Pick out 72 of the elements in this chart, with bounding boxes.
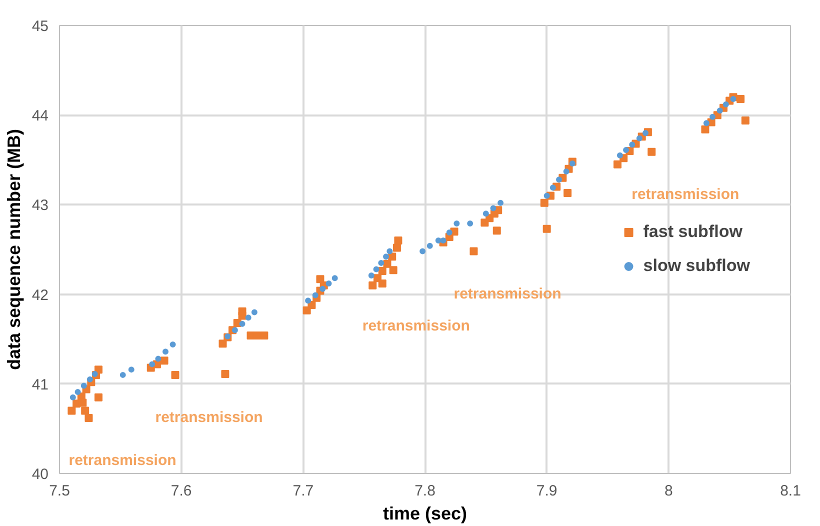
y-tick-label: 40 <box>32 466 49 483</box>
point <box>245 314 252 321</box>
annotation: retransmission <box>454 285 562 302</box>
legend-label: fast subflow <box>643 222 742 242</box>
point <box>467 220 474 227</box>
point <box>636 135 642 142</box>
x-tick-label: 8 <box>664 482 673 500</box>
y-tick-label: 41 <box>32 376 49 394</box>
y-tick-label: 45 <box>32 18 49 35</box>
y-axis-title: data sequence number (MB) <box>4 128 24 370</box>
legend-label: slow subflow <box>643 256 750 276</box>
annotation: retransmission <box>68 452 176 469</box>
point <box>544 192 550 199</box>
point <box>305 298 312 304</box>
point <box>435 238 442 244</box>
point <box>440 238 446 244</box>
point <box>420 248 426 254</box>
point <box>563 168 570 175</box>
point <box>251 309 258 316</box>
x-tick-label: 7.7 <box>292 482 314 500</box>
point <box>86 376 93 382</box>
point <box>556 176 562 183</box>
x-tick-label: 7.5 <box>49 482 70 500</box>
point <box>320 286 326 292</box>
point <box>232 327 238 334</box>
point <box>312 292 318 298</box>
y-tick-label: 43 <box>32 197 49 214</box>
point <box>623 147 630 154</box>
point <box>716 108 723 114</box>
point <box>642 130 649 136</box>
annotation: retransmission <box>155 408 263 426</box>
point <box>383 254 390 260</box>
point <box>498 200 504 206</box>
point <box>80 382 87 389</box>
point <box>616 152 623 158</box>
point <box>482 210 489 217</box>
point <box>162 348 168 355</box>
x-axis-title: time (sec) <box>382 504 468 524</box>
point <box>70 394 76 400</box>
point <box>368 272 374 278</box>
y-tick-label: 42 <box>32 286 49 304</box>
point <box>710 114 716 120</box>
point <box>569 160 576 166</box>
point <box>386 248 393 254</box>
x-tick-label: 8.1 <box>780 482 801 500</box>
point <box>332 275 338 282</box>
point <box>373 266 380 272</box>
point <box>426 242 433 249</box>
point <box>155 356 162 362</box>
point <box>149 361 156 368</box>
point <box>703 120 710 126</box>
point <box>454 220 460 227</box>
point <box>629 142 636 148</box>
point <box>730 96 736 102</box>
point <box>170 341 176 348</box>
point <box>326 280 332 287</box>
point <box>92 371 98 378</box>
annotation: retransmission <box>632 186 740 203</box>
point <box>74 388 81 395</box>
point <box>128 366 134 373</box>
point <box>120 372 126 378</box>
point <box>239 320 246 327</box>
point <box>378 260 384 266</box>
point <box>446 229 452 236</box>
y-tick-label: 44 <box>32 108 49 125</box>
x-tick-label: 7.9 <box>536 482 558 500</box>
annotation: retransmission <box>362 318 470 335</box>
point <box>490 205 496 212</box>
point <box>550 184 556 191</box>
point <box>722 101 729 108</box>
x-tick-label: 7.8 <box>414 482 436 500</box>
x-tick-label: 7.6 <box>170 482 192 500</box>
